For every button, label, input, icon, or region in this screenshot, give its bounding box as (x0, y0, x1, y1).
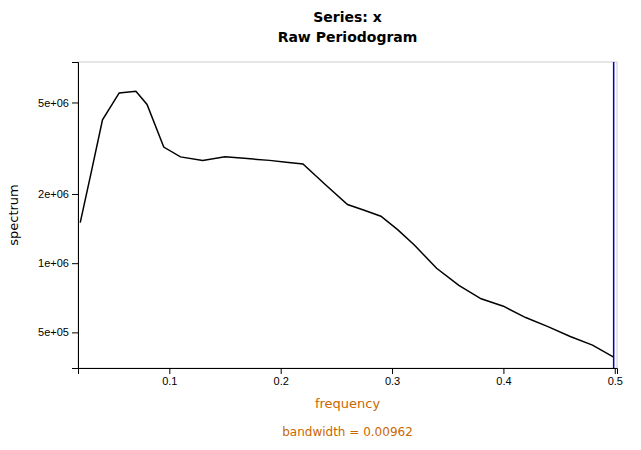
x-tick: 0.3 (385, 368, 400, 387)
y-tick: 2e+06 (38, 188, 78, 200)
y-axis-line (72, 63, 79, 369)
y-tick: 1e+06 (38, 257, 78, 269)
x-tick: 0.1 (162, 368, 177, 387)
chart: 0.1 0.2 0.3 0.4 0.5 5e+05 1e+06 2e+06 5e+06 bandw… (0, 0, 641, 450)
x-tick-mark (169, 368, 170, 374)
y-tick: 5e+05 (38, 326, 78, 338)
x-tick: 0.2 (274, 368, 289, 387)
annotation: bandwidth = 0.00962 (282, 425, 413, 439)
x-axis-title: frequency (315, 396, 381, 411)
x-axis: 0.1 0.2 0.3 0.4 0.5 (79, 368, 623, 387)
x-tick-mark (281, 368, 282, 374)
spectrum-line (80, 91, 613, 357)
y-tick-mark (72, 102, 78, 103)
x-tick-label: 0.5 (608, 375, 623, 387)
x-axis-line (79, 369, 618, 375)
y-tick-mark (72, 332, 78, 333)
vertical-line (613, 62, 615, 368)
y-tick: 5e+06 (38, 97, 78, 109)
x-tick: 0.5 (608, 368, 623, 387)
y-tick-label: 2e+06 (38, 188, 69, 200)
y-tick-label: 1e+06 (38, 257, 69, 269)
marks (80, 62, 613, 368)
title: Series: x (313, 9, 382, 25)
x-tick: 0.4 (496, 368, 511, 387)
x-tick-label: 0.1 (162, 375, 177, 387)
y-tick-label: 5e+06 (38, 97, 69, 109)
y-tick-label: 5e+05 (38, 326, 69, 338)
subtitle: Raw Periodogram (278, 29, 418, 45)
y-tick-mark (72, 263, 78, 264)
y-tick-mark (72, 194, 78, 195)
plot: 0.1 0.2 0.3 0.4 0.5 5e+05 1e+06 2e+06 5e+06 (38, 62, 623, 387)
x-tick-mark (503, 368, 504, 374)
x-tick-mark (392, 368, 393, 374)
x-tick-label: 0.4 (496, 375, 511, 387)
x-tick-label: 0.2 (274, 375, 289, 387)
x-tick-label: 0.3 (385, 375, 400, 387)
x-tick-mark (615, 368, 616, 374)
y-axis-title: spectrum (6, 184, 21, 246)
y-axis: 5e+05 1e+06 2e+06 5e+06 (38, 63, 78, 369)
plot-frame (78, 62, 617, 368)
